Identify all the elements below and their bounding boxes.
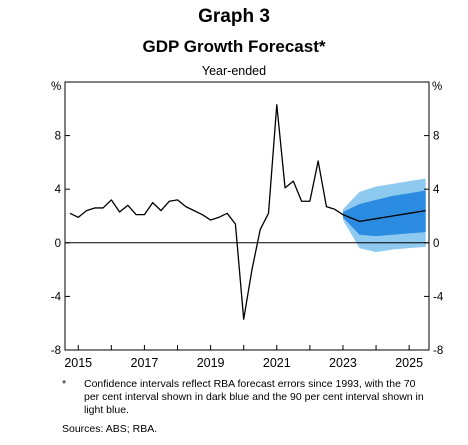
- chart-title: GDP Growth Forecast*: [142, 37, 326, 56]
- gdp-growth-line: [69, 104, 344, 320]
- y-unit-label-right: %: [432, 81, 442, 93]
- y-unit-label-left: %: [51, 81, 61, 93]
- x-tick-label: 2023: [329, 356, 357, 370]
- x-tick-label: 2025: [395, 356, 423, 370]
- confidence-bands: [342, 178, 426, 253]
- y-tick-label-right: -4: [433, 291, 444, 303]
- forecast-line: [342, 209, 426, 223]
- y-tick-label-right: 0: [433, 238, 439, 250]
- chart-subtitle: Year-ended: [201, 64, 267, 78]
- graph-label: Graph 3: [198, 6, 270, 27]
- sources-note: Sources: ABS; RBA.: [62, 423, 158, 435]
- y-tick-label-right: -8: [433, 345, 443, 357]
- y-tick-label-left: -8: [51, 345, 61, 357]
- y-tick-label-right: 4: [433, 184, 440, 196]
- footnote-marker: *: [62, 378, 67, 390]
- series-lines: [69, 104, 426, 320]
- axis-ticks: [65, 135, 429, 351]
- footnote-text: Confidence intervals reflect RBA forecas…: [84, 378, 424, 416]
- x-tick-label: 2015: [64, 356, 92, 370]
- y-tick-label-left: 4: [55, 184, 62, 196]
- axis-labels: -8 -8 -4 -4 0 0 4 4 8 8% % 2015 2017 2019 2021 2023 2025: [51, 81, 444, 370]
- x-tick-label: 2019: [197, 356, 225, 370]
- ci70-band: [342, 190, 426, 237]
- plot-frame: [64, 81, 430, 351]
- x-tick-label: 2017: [131, 356, 159, 370]
- y-tick-label-left: 0: [55, 238, 61, 250]
- y-tick-label-right: 8: [433, 131, 439, 143]
- y-tick-label-left: -4: [51, 291, 62, 303]
- x-tick-label: 2021: [263, 356, 291, 370]
- y-tick-label-left: 8: [55, 131, 61, 143]
